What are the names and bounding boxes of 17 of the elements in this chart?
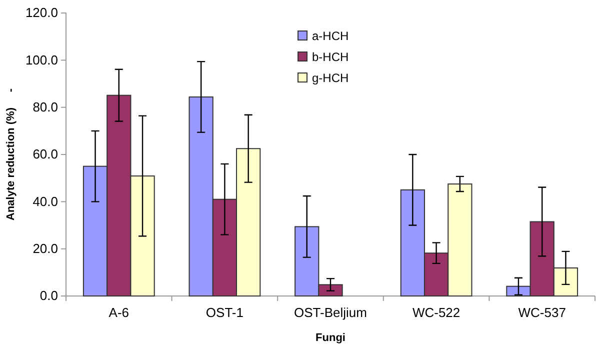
- y-tick-label: 80.0: [32, 99, 58, 114]
- legend-label: a-HCH: [312, 29, 349, 43]
- x-tick-label: WC-537: [518, 305, 566, 320]
- y-tick-label: 120.0: [25, 5, 58, 20]
- y-axis-title: Analyte reduction (%) -: [5, 88, 17, 221]
- legend-label: b-HCH: [312, 50, 349, 64]
- y-tick-label: 60.0: [32, 146, 58, 162]
- x-tick-label: WC-522: [412, 305, 460, 320]
- x-axis-title: Fungi: [316, 332, 346, 344]
- y-tick-label: 100.0: [25, 52, 58, 68]
- x-tick-label: A-6: [108, 305, 130, 320]
- y-tick-label: 20.0: [32, 240, 58, 256]
- legend-label: g-HCH: [312, 71, 349, 85]
- x-tick-label: OST-1: [206, 305, 244, 320]
- y-tick-label: 40.0: [32, 194, 58, 209]
- x-tick-label: OST-Beljium: [294, 305, 367, 320]
- y-tick-label: 0.0: [40, 288, 58, 304]
